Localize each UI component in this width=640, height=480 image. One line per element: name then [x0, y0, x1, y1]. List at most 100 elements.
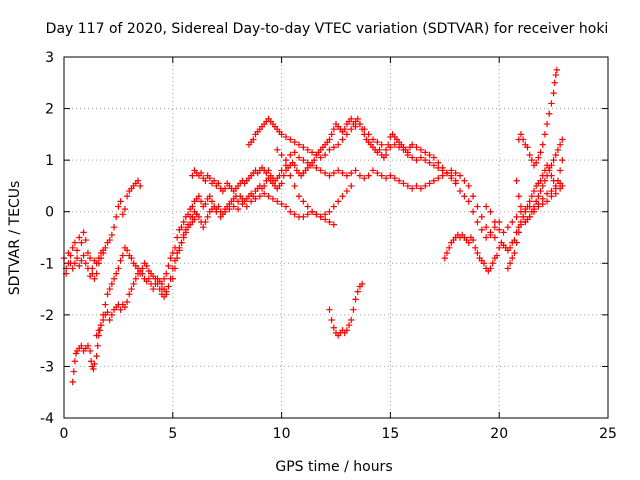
data-point — [291, 211, 298, 218]
data-point — [524, 144, 531, 151]
data-point — [300, 198, 307, 205]
data-point — [71, 239, 79, 246]
data-point — [426, 151, 433, 159]
data-point — [422, 156, 429, 164]
data-point — [234, 198, 242, 205]
data-point — [504, 265, 512, 272]
data-point — [91, 275, 98, 282]
data-point — [317, 167, 324, 174]
data-point — [543, 120, 551, 128]
data-point — [226, 205, 233, 213]
data-point — [326, 208, 333, 215]
data-point — [535, 200, 542, 208]
y-tick-label: -2 — [40, 308, 54, 324]
data-point — [110, 275, 118, 282]
data-point — [537, 187, 544, 195]
data-point — [69, 265, 76, 272]
data-point — [84, 249, 92, 257]
data-point — [493, 252, 501, 259]
data-point — [97, 254, 105, 262]
data-point — [93, 270, 100, 277]
y-tick-label: 0 — [45, 205, 54, 221]
data-point — [441, 254, 448, 262]
data-point — [426, 180, 433, 187]
y-axis-label: SDTVAR / TECUs — [7, 181, 23, 296]
data-point — [461, 193, 468, 200]
data-point — [548, 100, 555, 107]
data-point — [180, 234, 187, 241]
data-point — [67, 252, 74, 259]
data-point — [145, 275, 153, 282]
data-point — [176, 244, 183, 252]
data-point — [511, 249, 518, 257]
data-point — [287, 172, 294, 179]
data-point — [78, 239, 85, 246]
data-point — [206, 174, 213, 182]
data-point — [519, 136, 527, 143]
data-point — [334, 141, 342, 148]
data-point — [250, 136, 257, 143]
data-point — [550, 156, 557, 164]
data-point — [165, 262, 172, 270]
data-point — [108, 280, 116, 288]
data-point — [526, 213, 533, 221]
data-point — [343, 172, 351, 179]
series-track-3 — [69, 267, 170, 386]
data-point — [295, 193, 303, 200]
data-point — [422, 149, 429, 156]
data-point — [189, 172, 196, 179]
data-point — [260, 190, 268, 197]
data-point — [90, 365, 97, 373]
data-point — [515, 229, 522, 236]
data-point — [426, 159, 433, 166]
data-point — [334, 198, 342, 205]
data-point — [171, 265, 179, 272]
data-point — [150, 285, 157, 293]
data-point — [189, 213, 196, 221]
data-point — [123, 298, 131, 306]
data-point — [461, 177, 468, 184]
series-track-9 — [274, 146, 355, 221]
data-point — [554, 146, 562, 154]
data-point — [197, 198, 205, 205]
data-point — [550, 89, 557, 97]
data-point — [230, 203, 237, 210]
series-track-16 — [482, 180, 564, 236]
data-point — [352, 167, 359, 174]
data-point — [546, 110, 553, 117]
data-point — [173, 234, 181, 241]
data-point — [339, 169, 346, 177]
data-point — [413, 144, 420, 151]
data-point — [517, 131, 525, 138]
data-point — [169, 249, 176, 257]
data-point — [204, 213, 211, 221]
data-point — [152, 275, 159, 282]
data-point — [82, 260, 89, 267]
y-tick-label: -4 — [40, 411, 54, 427]
data-point — [345, 321, 353, 329]
data-point — [221, 208, 229, 215]
x-tick-label: 10 — [273, 426, 291, 442]
y-tick-label: 1 — [45, 153, 54, 169]
data-point — [287, 151, 294, 159]
data-point — [374, 169, 381, 177]
data-point — [119, 252, 126, 259]
data-point — [117, 257, 124, 264]
series-track-2 — [62, 249, 107, 282]
x-tick-label: 25 — [599, 426, 617, 442]
data-point — [343, 187, 351, 195]
data-point — [535, 154, 542, 161]
x-tick-label: 5 — [168, 426, 177, 442]
data-point — [295, 154, 303, 161]
data-point — [82, 236, 89, 244]
data-point — [548, 187, 555, 195]
data-point — [443, 249, 451, 257]
data-point — [480, 260, 488, 267]
data-point — [163, 270, 170, 277]
data-point — [348, 316, 355, 324]
data-point — [76, 234, 83, 241]
data-point — [358, 280, 366, 288]
data-point — [287, 208, 294, 215]
data-point — [517, 208, 525, 215]
data-point — [378, 141, 385, 148]
